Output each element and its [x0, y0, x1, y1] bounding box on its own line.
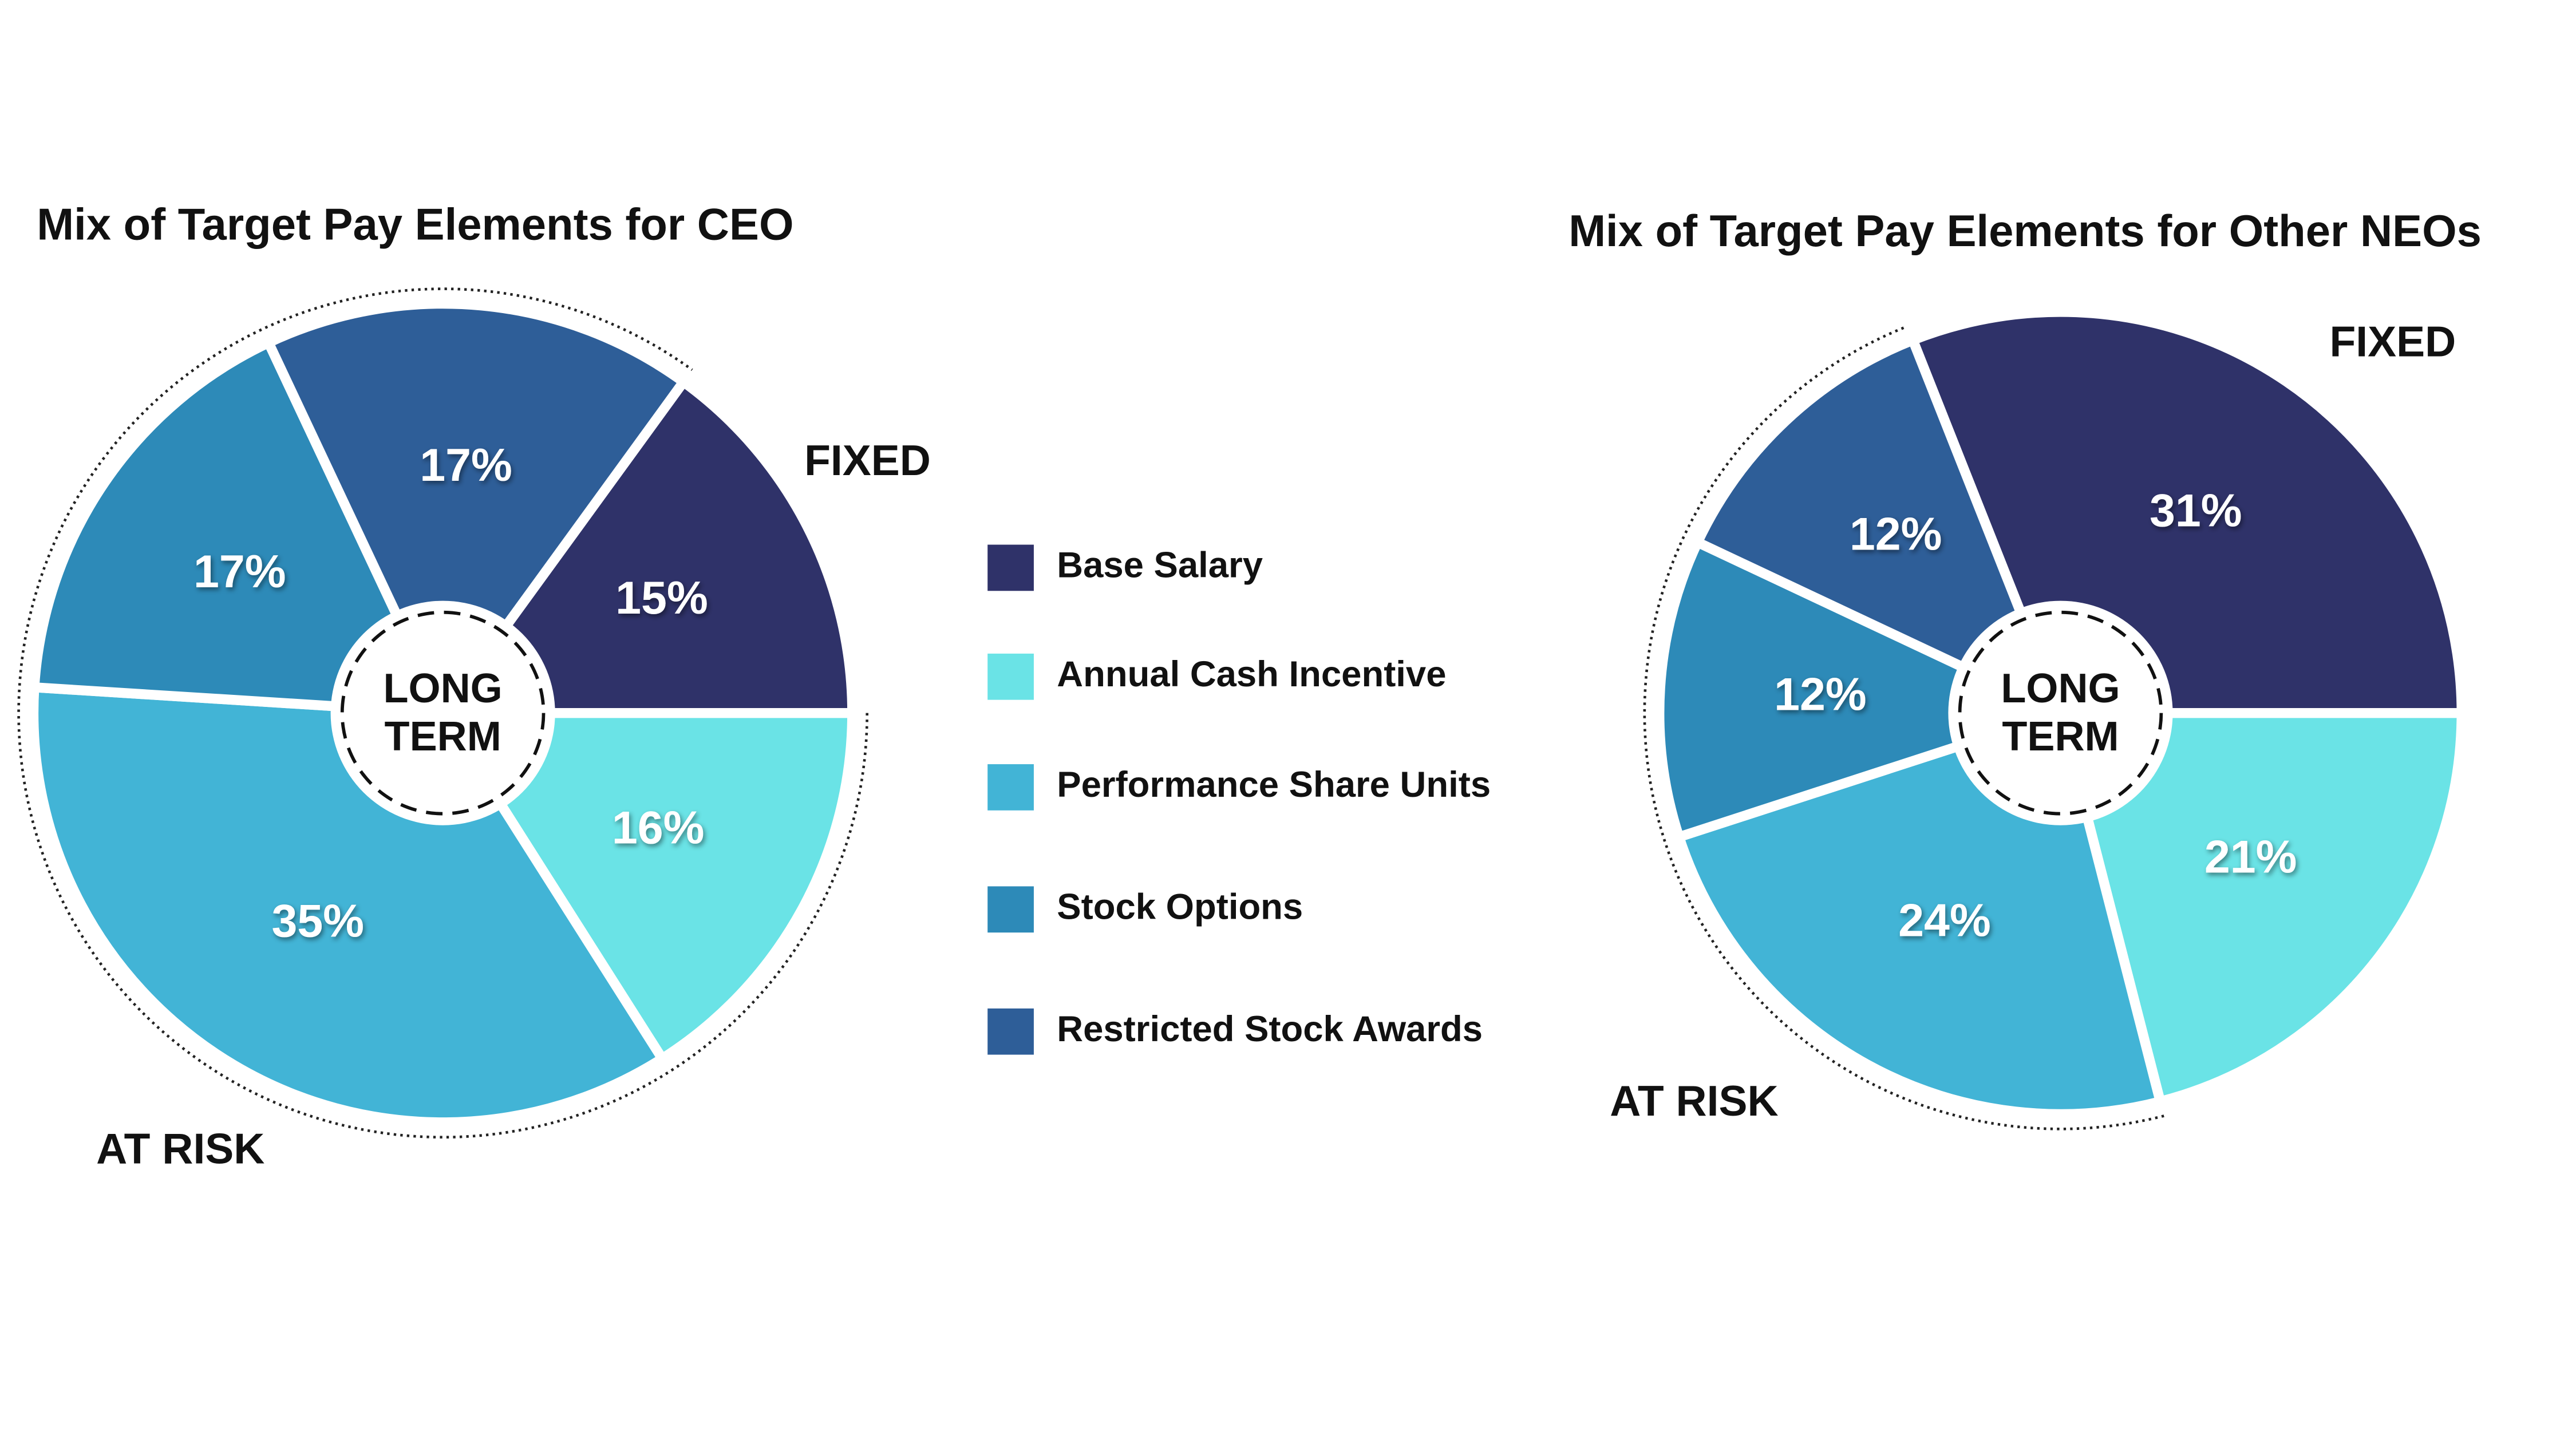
legend-swatch: [987, 544, 1034, 591]
center-hole: [1948, 600, 2173, 825]
legend-swatch: [987, 653, 1034, 700]
center-hole: [330, 600, 555, 825]
annotation: AT RISK: [1610, 1077, 1778, 1125]
pie-slice: [28, 682, 669, 1128]
legend-label: Performance Share Units: [1057, 765, 1491, 805]
value-label: 17%: [193, 546, 286, 598]
pie-slice: [2054, 708, 2467, 1108]
center-label: TERM: [2002, 714, 2119, 760]
value-label: 12%: [1774, 669, 1867, 721]
pie-slice: [29, 336, 451, 719]
value-label: 16%: [612, 803, 705, 854]
legend-swatch: [987, 1008, 1034, 1055]
legend-swatch: [987, 886, 1034, 933]
value-label: 15%: [615, 572, 708, 624]
legend-label: Restricted Stock Awards: [1057, 1009, 1483, 1049]
chart-title: Mix of Target Pay Elements for CEO: [37, 200, 793, 249]
value-label: 31%: [2150, 485, 2242, 536]
pie-slice: [433, 375, 858, 718]
value-label: 24%: [1898, 895, 1991, 946]
value-label: 35%: [271, 895, 364, 947]
value-label: 21%: [2204, 832, 2297, 883]
outer-dotted-arc: [17, 287, 869, 1139]
legend-label: Annual Cash Incentive: [1057, 654, 1446, 694]
pie-slice: [262, 298, 691, 723]
legend-swatch: [987, 764, 1034, 811]
center-label: LONG: [2001, 666, 2120, 711]
center-label: LONG: [384, 666, 503, 711]
annotation: FIXED: [804, 436, 931, 484]
pie-slice: [1690, 333, 2070, 723]
chart-title: Mix of Target Pay Elements for Other NEO…: [1568, 207, 2482, 256]
pie-slice: [1654, 535, 2074, 844]
outer-dotted-arc: [1643, 325, 2164, 1130]
center-label: TERM: [385, 714, 501, 760]
pie-slice: [433, 708, 858, 1066]
value-label: 17%: [420, 440, 512, 491]
legend-label: Stock Options: [1057, 887, 1303, 927]
legend-label: Base Salary: [1057, 545, 1263, 586]
annotation: FIXED: [2329, 317, 2456, 365]
value-label: 12%: [1850, 509, 1942, 560]
annotation: AT RISK: [96, 1124, 264, 1172]
